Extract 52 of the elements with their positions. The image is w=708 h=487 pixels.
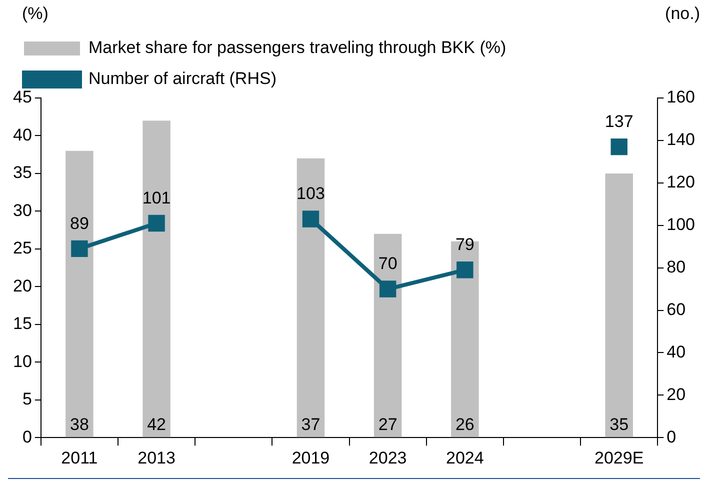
y-tick-label: 10 [12, 352, 32, 371]
y2-tick-label: 140 [666, 130, 696, 150]
point [379, 280, 396, 298]
point [302, 210, 320, 228]
data-label: 79 [455, 235, 474, 254]
data-label: 26 [455, 414, 474, 434]
data-label: 35 [610, 414, 629, 434]
y2-tick-label: 20 [666, 384, 686, 404]
y-tick-label: 5 [22, 390, 32, 409]
y-tick-label: 30 [12, 200, 32, 220]
data-label: 27 [378, 414, 398, 434]
data-label: 37 [301, 414, 320, 434]
y-tick-label: 20 [12, 276, 32, 296]
x-tick-label: 2019 [292, 448, 330, 468]
legend-label: Number of aircraft (RHS) [88, 69, 276, 88]
data-label: 38 [70, 414, 89, 434]
data-label: 103 [296, 184, 325, 204]
y2-tick-label: 100 [666, 215, 696, 234]
point [456, 262, 474, 278]
point [71, 240, 88, 258]
x-tick-label: 2013 [138, 448, 176, 468]
data-label: 70 [378, 254, 398, 274]
y-tick-label: 45 [12, 88, 32, 107]
x-tick-label: 2011 [61, 448, 98, 468]
point [148, 214, 165, 232]
bar [605, 173, 633, 438]
y-tick-label: 0 [22, 427, 32, 446]
y2-tick-label: 0 [666, 427, 676, 446]
bar [66, 150, 94, 438]
y2-tick-label: 120 [666, 172, 696, 192]
y2-tick-label: 80 [666, 257, 686, 276]
y-tick-label: 15 [12, 314, 32, 334]
data-label: 101 [142, 188, 171, 208]
legend-label: Market share for passengers traveling through BKK (%) [88, 38, 506, 58]
point [610, 138, 628, 156]
bar [296, 158, 325, 438]
data-label: 42 [147, 414, 166, 434]
data-label: 137 [604, 112, 634, 132]
y-axis-title: (%) [22, 4, 48, 24]
y2-tick-label: 60 [666, 300, 686, 319]
y2-axis-title: (no.) [665, 4, 700, 24]
y-tick-label: 40 [12, 125, 32, 144]
bar [374, 234, 402, 438]
x-tick-label: 2029E [594, 448, 644, 468]
data-label: 89 [70, 214, 89, 233]
x-tick-label: 2024 [446, 448, 484, 468]
y-tick-label: 35 [12, 163, 32, 182]
bar [142, 120, 170, 438]
x-tick-label: 2023 [368, 448, 407, 468]
y-tick-label: 25 [12, 238, 32, 258]
y2-tick-label: 160 [666, 88, 696, 107]
y2-tick-label: 40 [666, 342, 686, 362]
